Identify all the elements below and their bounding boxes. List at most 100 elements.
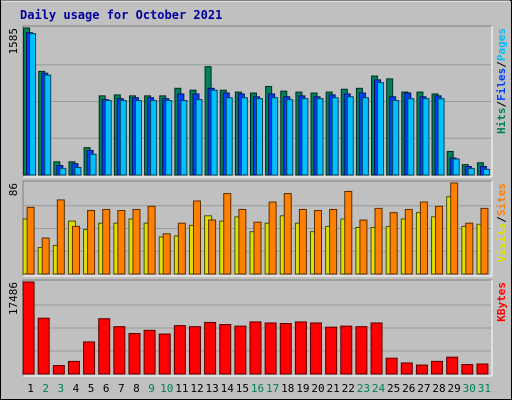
bar-kbytes-day-31 [476,363,489,375]
bar-kbytes-day-17 [264,322,277,375]
x-tick-label-day-11: 11 [175,382,188,395]
x-tick-label-day-6: 6 [103,382,110,395]
bar-pages-day-24 [377,82,385,176]
x-tick-label-day-13: 13 [205,382,218,395]
bar-sites-day-26 [404,208,413,275]
chart-title: Daily usage for October 2021 [20,8,222,22]
bar-sites-day-28 [435,205,444,275]
bar-sites-day-12 [192,200,201,275]
bar-sites-day-13 [208,219,217,275]
bar-pages-day-28 [437,98,445,176]
bar-kbytes-day-15 [234,325,247,375]
bar-kbytes-day-22 [340,325,353,375]
legend-item-kbytes: KBytes [495,282,508,322]
bar-pages-day-17 [271,97,279,176]
bar-sites-day-3 [56,199,65,275]
bar-kbytes-day-27 [415,364,428,375]
legend-separator: / [495,61,508,68]
bar-pages-day-5 [89,153,97,176]
x-tick-label-day-15: 15 [236,382,249,395]
bar-sites-day-31 [480,207,489,275]
bar-sites-day-27 [419,201,428,275]
bar-pages-day-26 [407,98,415,176]
bar-pages-day-11 [180,100,188,176]
bar-kbytes-day-8 [128,332,141,375]
bar-pages-day-19 [301,98,309,176]
bar-sites-day-30 [465,222,474,275]
x-tick-label-day-2: 2 [42,382,49,395]
chart-panel-3: 17486 KBytes [7,279,508,377]
bar-sites-day-7 [117,210,126,275]
bar-pages-day-2 [44,74,52,176]
bar-pages-day-27 [422,98,430,176]
bar-sites-day-29 [450,182,459,275]
bar-kbytes-day-20 [310,322,323,375]
bar-sites-day-1 [26,206,35,275]
bar-pages-day-10 [165,100,173,176]
bar-kbytes-day-25 [385,357,398,375]
bar-pages-day-22 [346,96,354,176]
bar-sites-day-9 [147,205,156,275]
bar-sites-day-17 [268,201,277,275]
bar-kbytes-day-10 [158,333,171,375]
bar-kbytes-day-6 [98,318,111,375]
bar-pages-day-4 [74,166,82,176]
legend: Hits/Files/Pages [495,28,508,134]
bar-kbytes-day-4 [67,360,80,375]
bar-kbytes-day-30 [461,364,474,375]
bar-sites-day-10 [162,233,171,275]
bar-pages-day-15 [240,97,248,176]
bar-kbytes-day-24 [370,322,383,375]
x-tick-label-day-14: 14 [221,382,235,395]
x-tick-label-day-31: 31 [478,382,491,395]
bar-sites-day-21 [329,208,338,275]
bar-sites-day-5 [87,210,96,275]
bar-sites-day-16 [253,221,262,275]
bar-sites-day-14 [223,193,232,275]
chart-panel-2: 86 Visits/Sites [7,180,508,277]
y-axis-max-label: 1585 [7,28,20,55]
bar-kbytes-day-26 [400,362,413,375]
bar-pages-day-23 [361,97,369,176]
bar-kbytes-day-7 [113,326,126,375]
y-axis-max-label: 17486 [7,282,20,315]
bar-sites-day-19 [298,208,307,275]
legend-separator: / [495,216,508,223]
x-tick-label-day-4: 4 [73,382,80,395]
bar-kbytes-day-13 [204,321,217,375]
bar-sites-day-18 [283,193,292,275]
x-tick-label-day-12: 12 [190,382,203,395]
x-tick-label-day-30: 30 [463,382,476,395]
x-tick-label-day-29: 29 [448,382,461,395]
x-tick-label-day-5: 5 [88,382,95,395]
bar-pages-day-13 [210,89,218,176]
bar-sites-day-6 [102,208,111,275]
bar-pages-day-16 [256,98,263,176]
x-tick-label-day-1: 1 [27,382,34,395]
bar-pages-day-12 [195,99,203,176]
bar-kbytes-day-11 [173,325,186,375]
bar-pages-day-8 [134,100,142,176]
bar-kbytes-day-2 [37,317,50,375]
bar-kbytes-day-3 [52,365,65,375]
legend: Visits/Sites [495,183,508,263]
legend-item-pages: Pages [495,28,508,61]
bar-sites-day-25 [389,212,398,275]
bar-kbytes-day-5 [83,341,96,375]
bar-sites-day-24 [374,207,383,275]
bar-kbytes-day-1 [22,281,35,375]
bar-kbytes-day-18 [279,322,292,375]
bar-kbytes-day-19 [294,321,307,375]
x-tick-label-day-21: 21 [327,382,340,395]
x-tick-label-day-23: 23 [357,382,370,395]
bar-kbytes-day-12 [188,326,201,375]
bar-pages-day-7 [119,100,127,176]
bar-pages-day-25 [392,100,400,176]
bar-sites-day-2 [41,237,50,275]
bar-sites-day-11 [177,222,186,275]
bar-kbytes-day-14 [219,324,232,375]
legend: KBytes [495,282,508,322]
bar-sites-day-8 [132,208,141,275]
